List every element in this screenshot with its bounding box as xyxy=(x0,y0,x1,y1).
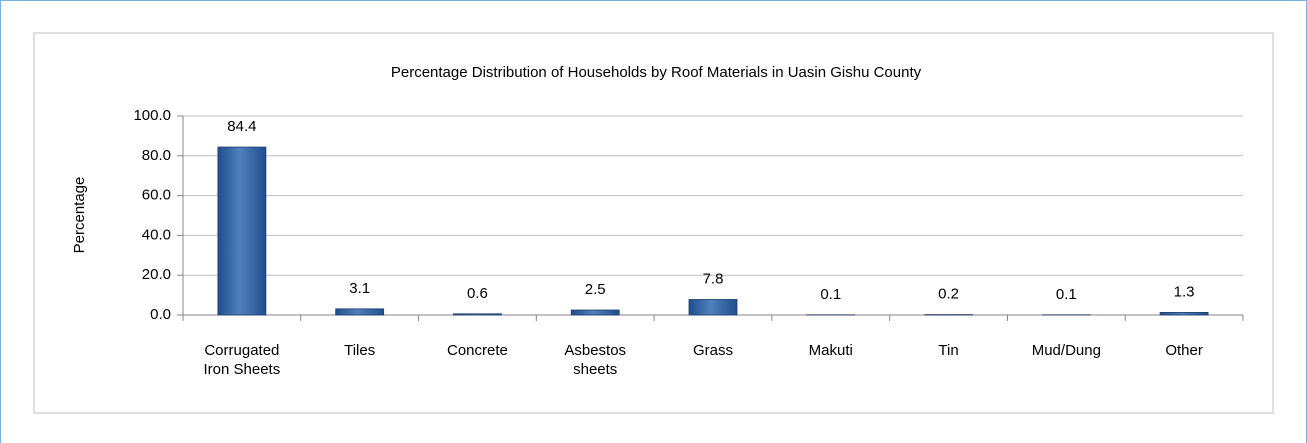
bar xyxy=(335,308,385,316)
y-tick-label: 80.0 xyxy=(142,147,171,164)
x-tick-label: Makuti xyxy=(808,342,853,359)
x-tick-label: Mud/Dung xyxy=(1031,342,1101,359)
bar xyxy=(217,146,267,316)
x-tick-label: Concrete xyxy=(447,342,508,359)
bar xyxy=(688,299,738,316)
y-tick-label: 40.0 xyxy=(142,226,171,243)
data-label: 84.4 xyxy=(227,118,256,135)
data-label: 2.5 xyxy=(585,281,606,298)
y-tick-label: 20.0 xyxy=(142,266,171,283)
x-tick-label: Grass xyxy=(692,342,733,359)
y-axis-label: Percentage xyxy=(71,177,88,254)
x-tick-label: Other xyxy=(1165,342,1203,359)
data-label: 1.3 xyxy=(1174,283,1195,300)
data-label: 0.1 xyxy=(1056,286,1077,303)
data-label: 0.2 xyxy=(938,286,959,303)
data-label: 0.1 xyxy=(820,286,841,303)
bar xyxy=(453,313,502,316)
data-label: 7.8 xyxy=(703,270,724,287)
x-tick-label: Corrugated Iron Sheets xyxy=(203,342,281,378)
x-tick-label: Tin xyxy=(938,342,959,359)
y-tick-label: 0.0 xyxy=(150,306,171,323)
data-label: 0.6 xyxy=(467,285,488,302)
x-tick-label: Tiles xyxy=(344,342,376,359)
chart-frame xyxy=(33,32,1274,414)
data-label: 3.1 xyxy=(349,280,370,297)
bar xyxy=(570,309,620,316)
x-tick-label: Asbestos sheets xyxy=(564,342,627,378)
y-tick-label: 60.0 xyxy=(142,187,171,204)
bar xyxy=(1159,312,1209,316)
y-tick-label: 100.0 xyxy=(133,107,171,124)
chart-title: Percentage Distribution of Households by… xyxy=(391,64,922,81)
